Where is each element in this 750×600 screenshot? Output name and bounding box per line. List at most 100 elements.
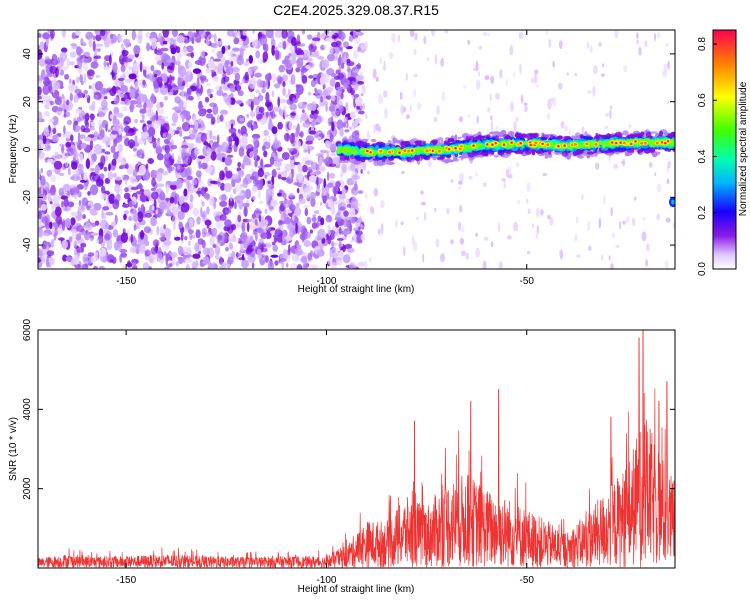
heatmap-noise-cell <box>286 62 290 67</box>
heatmap-noise-cell <box>295 140 301 149</box>
heatmap-noise-cell <box>262 59 267 63</box>
heatmap-noise-cell <box>84 263 88 268</box>
heatmap-speckle-cell <box>459 172 464 182</box>
heatmap-noise-cell <box>243 61 250 67</box>
heatmap-noise-cell <box>89 113 95 121</box>
heatmap-noise-cell <box>54 151 59 157</box>
heatmap-noise-cell <box>144 240 150 247</box>
heatmap-noise-cell <box>150 216 158 227</box>
heatmap-noise-cell <box>212 75 219 82</box>
heatmap-speckle-cell <box>498 262 504 269</box>
heatmap-noise-cell <box>270 230 276 234</box>
heatmap-noise-cell <box>172 30 178 37</box>
heatmap-noise-cell <box>337 233 345 239</box>
heatmap-noise-cell <box>257 255 263 259</box>
heatmap-noise-cell <box>350 162 356 171</box>
heatmap-noise-cell <box>263 129 269 137</box>
heatmap-noise-cell <box>156 139 161 148</box>
heatmap-speckle-cell <box>574 234 578 242</box>
heatmap-speckle-cell <box>423 211 427 221</box>
heatmap-noise-cell <box>150 93 155 103</box>
heatmap-noise-cell <box>260 232 268 240</box>
heatmap-noise-cell <box>48 86 54 93</box>
heatmap-noise-cell <box>197 187 201 198</box>
heatmap-noise-cell <box>103 166 108 172</box>
heatmap-noise-cell <box>135 104 143 108</box>
heatmap-noise-cell <box>166 184 169 194</box>
heatmap-speckle-cell <box>391 32 396 43</box>
heatmap-noise-cell <box>295 47 302 56</box>
heatmap-speckle-cell <box>461 250 466 257</box>
heatmap-noise-cell <box>126 58 133 63</box>
heatmap-speckle-cell <box>525 198 529 204</box>
heatmap-noise-cell <box>346 58 351 64</box>
heatmap-noise-cell <box>217 182 222 187</box>
heatmap-noise-cell <box>195 229 201 239</box>
heatmap-noise-cell <box>63 198 69 208</box>
heatmap-speckle-cell <box>564 125 568 132</box>
heatmap-noise-cell <box>89 104 95 111</box>
heatmap-noise-cell <box>166 263 173 268</box>
heatmap-noise-cell <box>252 30 255 35</box>
heatmap-noise-cell <box>125 62 129 67</box>
heatmap-noise-cell <box>237 214 242 223</box>
heatmap-noise-cell <box>343 116 348 122</box>
heatmap-noise-cell <box>202 247 211 256</box>
heatmap-noise-cell <box>58 237 65 241</box>
heatmap-noise-cell <box>340 172 344 178</box>
heatmap-noise-cell <box>50 30 55 39</box>
heatmap-noise-cell <box>288 173 292 179</box>
heatmap-noise-cell <box>144 213 152 218</box>
heatmap-noise-cell <box>201 201 205 207</box>
heatmap-noise-cell <box>277 174 282 180</box>
heatmap-noise-cell <box>346 198 350 204</box>
heatmap-noise-cell <box>230 123 234 130</box>
heatmap-noise-cell <box>40 209 48 215</box>
heatmap-noise-cell <box>66 190 71 196</box>
heatmap-noise-cell <box>71 170 80 175</box>
heatmap-speckle-cell <box>490 115 493 121</box>
heatmap-noise-cell <box>314 210 320 215</box>
heatmap-noise-cell <box>135 191 143 195</box>
heatmap-noise-cell <box>348 207 356 218</box>
heatmap-noise-cell <box>111 158 117 166</box>
heatmap-noise-cell <box>295 223 298 234</box>
heatmap-noise-cell <box>263 150 268 158</box>
heatmap-speckle-cell <box>422 253 425 263</box>
heatmap-noise-cell <box>72 147 77 159</box>
heatmap-speckle-cell <box>560 250 563 261</box>
heatmap-noise-cell <box>246 222 250 233</box>
heatmap-noise-cell <box>326 151 330 162</box>
heatmap-noise-cell <box>191 36 195 45</box>
heatmap-speckle-cell <box>465 252 470 260</box>
heatmap-speckle-cell <box>665 217 671 223</box>
heatmap-noise-cell <box>226 30 235 37</box>
heatmap-speckle-cell <box>628 124 632 128</box>
heatmap-noise-cell <box>163 251 167 256</box>
heatmap-speckle-cell <box>490 75 495 85</box>
heatmap-noise-cell <box>257 167 264 178</box>
heatmap-noise-cell <box>177 210 185 220</box>
heatmap-noise-cell <box>55 215 63 224</box>
heatmap-speckle-cell <box>383 90 388 98</box>
heatmap-noise-cell <box>335 110 339 115</box>
heatmap-noise-cell <box>188 120 193 125</box>
heatmap-noise-cell <box>67 201 75 208</box>
heatmap-noise-cell <box>65 111 71 118</box>
heatmap-noise-cell <box>104 233 111 242</box>
heatmap-noise-cell <box>90 211 98 216</box>
heatmap-speckle-cell <box>427 159 433 168</box>
heatmap-noise-cell <box>80 42 87 47</box>
heatmap-noise-cell <box>348 35 354 42</box>
heatmap-noise-cell <box>221 83 225 88</box>
heatmap-noise-cell <box>316 176 319 186</box>
heatmap-noise-cell <box>305 160 314 166</box>
heatmap-speckle-cell <box>595 162 600 170</box>
heatmap-noise-cell <box>73 240 78 248</box>
heatmap-noise-cell <box>303 49 310 56</box>
heatmap-noise-cell <box>40 203 48 211</box>
heatmap-speckle-cell <box>598 42 602 47</box>
heatmap-noise-cell <box>339 206 346 211</box>
heatmap-noise-cell <box>129 246 137 254</box>
